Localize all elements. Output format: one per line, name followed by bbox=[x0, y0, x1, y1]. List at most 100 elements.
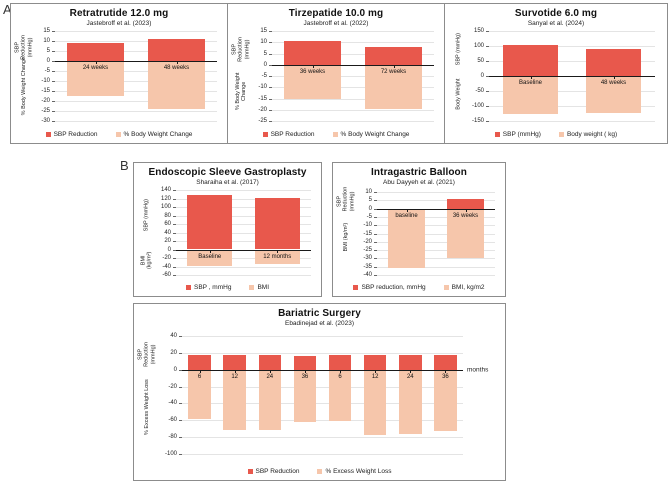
y-tick-mark bbox=[374, 200, 377, 202]
gridline bbox=[377, 250, 495, 252]
y-tick-mark bbox=[374, 192, 377, 193]
chart-legend: SBP reduction, mmHg BMI, kg/m2 bbox=[333, 284, 505, 291]
panel-a-label: A bbox=[3, 2, 12, 17]
legend-item: % Excess Weight Loss bbox=[317, 468, 391, 475]
y-axis-label-bottom: BMI (kg/m²) bbox=[140, 251, 153, 270]
y-tick-mark bbox=[179, 386, 182, 388]
y-tick-mark bbox=[52, 40, 55, 42]
bar-weight bbox=[399, 369, 422, 434]
legend-label: SBP Reduction bbox=[270, 131, 315, 138]
gridline bbox=[176, 258, 311, 259]
chart-title: Retratrutide 12.0 mg bbox=[69, 8, 169, 19]
y-axis-label-top: SBP Reduction (mmHg) bbox=[231, 36, 251, 62]
y-tick-mark bbox=[173, 241, 176, 242]
y-tick-mark bbox=[374, 250, 377, 252]
x-tick-mark bbox=[445, 369, 447, 373]
gridline bbox=[272, 87, 434, 89]
chart-tirzepatide-10mg: Tirzepatide 10.0 mg Jastebroff et al. (2… bbox=[227, 3, 445, 144]
bar-weight bbox=[434, 369, 457, 432]
gridline bbox=[55, 70, 217, 72]
gridline bbox=[377, 266, 495, 268]
gridline bbox=[176, 207, 311, 208]
y-tick-mark bbox=[173, 198, 176, 200]
gridline bbox=[489, 106, 655, 107]
category-label: 36 weeks bbox=[452, 212, 479, 219]
bar-sbp bbox=[187, 194, 233, 250]
y-tick-label: 5 bbox=[46, 47, 50, 54]
legend-label: SBP Reduction bbox=[255, 468, 300, 475]
legend-swatch bbox=[332, 132, 338, 137]
gridline bbox=[55, 101, 217, 102]
gridline bbox=[176, 266, 311, 268]
bar-weight bbox=[187, 249, 233, 266]
x-axis-line bbox=[182, 369, 463, 371]
y-tick-label: 5 bbox=[263, 50, 267, 57]
x-tick-mark bbox=[393, 64, 395, 68]
legend-swatch bbox=[494, 132, 500, 137]
legend-label: SBP , mmHg bbox=[193, 284, 232, 291]
legend-item: BMI bbox=[249, 284, 269, 291]
gridline bbox=[377, 192, 495, 193]
category-label: 36 bbox=[301, 373, 309, 380]
legend-label: Body weight ( kg) bbox=[566, 131, 618, 138]
bar-sbp bbox=[399, 354, 422, 370]
x-tick-mark bbox=[410, 369, 412, 373]
plot-area: 40 20 0 -20 -40 -60 -80 -100 6 12 24 36 6 12 24 36 month… bbox=[165, 333, 488, 457]
gridline bbox=[176, 275, 311, 276]
category-label: 6 bbox=[197, 373, 202, 380]
category-label: 72 weeks bbox=[380, 68, 407, 75]
bar-sbp bbox=[447, 198, 484, 209]
y-tick-label: -80 bbox=[168, 434, 177, 441]
chart-title: Survotide 6.0 mg bbox=[514, 8, 598, 19]
gridline bbox=[182, 386, 463, 388]
y-tick-mark bbox=[486, 46, 489, 47]
gridline bbox=[55, 91, 217, 92]
chart-intragastric-balloon: Intragastric Balloon Abu Dayyeh et al. (… bbox=[332, 162, 506, 297]
category-label: 24 weeks bbox=[82, 65, 109, 71]
legend-item: SBP (mmHg) bbox=[494, 131, 541, 138]
bar-weight bbox=[586, 76, 641, 113]
bar-sbp bbox=[223, 354, 246, 370]
y-tick-mark bbox=[179, 352, 182, 354]
bar-weight bbox=[447, 208, 484, 259]
y-tick-label: -30 bbox=[41, 118, 50, 124]
y-axis-label-top: SBP (mmHg) bbox=[143, 198, 150, 232]
legend-item: % Body Weight Change bbox=[332, 131, 409, 138]
bar-sbp bbox=[363, 354, 387, 370]
legend-swatch bbox=[249, 285, 255, 290]
bar-weight bbox=[388, 208, 425, 269]
gridline bbox=[489, 46, 655, 47]
y-tick-label: -60 bbox=[162, 272, 171, 278]
y-axis-label-bottom: BMI (kg/m²) bbox=[342, 222, 349, 252]
bar-sbp bbox=[586, 49, 641, 76]
x-tick-mark bbox=[234, 369, 236, 373]
gridline bbox=[55, 50, 217, 52]
y-tick-label: 50 bbox=[477, 58, 484, 64]
y-tick-mark bbox=[173, 258, 176, 259]
legend-item: SBP Reduction bbox=[262, 131, 315, 138]
bar-weight bbox=[503, 76, 558, 115]
y-tick-mark bbox=[374, 266, 377, 268]
y-tick-label: 0 bbox=[167, 246, 171, 253]
y-tick-mark bbox=[269, 87, 272, 89]
y-tick-label: 10 bbox=[43, 37, 50, 44]
category-label: 36 weeks bbox=[299, 68, 326, 75]
gridline bbox=[182, 352, 463, 354]
y-tick-mark bbox=[179, 437, 182, 439]
x-tick-mark bbox=[269, 369, 271, 373]
chart-legend: SBP Reduction % Body Weight Change bbox=[11, 131, 227, 138]
panel-b-label: B bbox=[120, 158, 129, 173]
bar-sbp bbox=[434, 355, 457, 370]
x-axis-line bbox=[55, 61, 217, 62]
y-tick-label: -5 bbox=[366, 213, 372, 220]
y-tick-label: -20 bbox=[258, 106, 267, 113]
plot-area: 150 100 50 0 -50 -100 -150 Baseline 48 weeks bbox=[472, 28, 655, 124]
chart-endoscopic-sleeve-gastroplasty: Endoscopic Sleeve Gastroplasty Sharaiha … bbox=[133, 162, 322, 297]
gridline bbox=[272, 42, 434, 44]
y-axis-label-bottom: % Body Weight Change bbox=[234, 72, 247, 110]
y-tick-label: 20 bbox=[170, 349, 177, 356]
y-tick-label: 20 bbox=[164, 238, 171, 244]
y-tick-label: 15 bbox=[260, 28, 267, 34]
y-tick-mark bbox=[486, 61, 489, 62]
plot-area: 15 10 5 0 -5 -10 -15 -20 -25 36 weeks 72 weeks bbox=[258, 28, 434, 124]
